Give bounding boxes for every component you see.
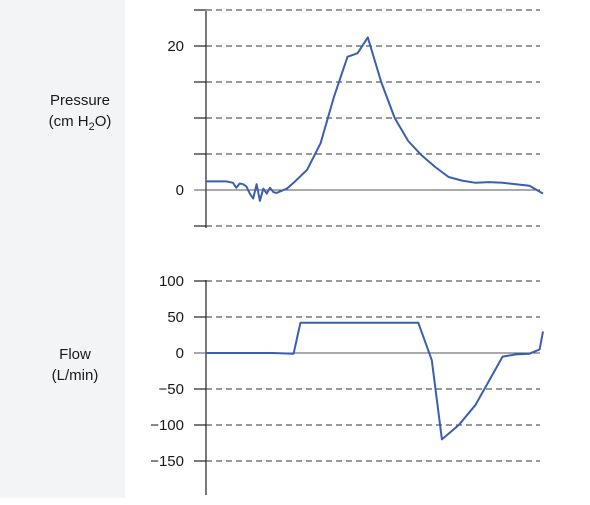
- pressure-unit-pre: (cm H: [48, 113, 89, 130]
- flow-axis-label: Flow (L/min): [25, 344, 125, 386]
- pressure-unit-post: O): [94, 113, 112, 130]
- pressure-tick-label: 20: [167, 38, 184, 55]
- flow-label-line2: (L/min): [51, 367, 99, 384]
- pressure-unit-sub: 2: [88, 121, 95, 133]
- flow-tick-label: 100: [159, 273, 184, 290]
- pressure-tick-label: 0: [176, 182, 184, 199]
- pressure-label-line1: Pressure: [49, 92, 111, 109]
- flow-tick-label: 50: [167, 309, 184, 326]
- pressure-series-line: [206, 36, 544, 202]
- background-panel: [0, 0, 125, 498]
- flow-series-line: [206, 321, 544, 441]
- flow-tick-label: −50: [159, 381, 184, 398]
- pressure-axis-label: Pressure (cm H2O): [30, 90, 130, 138]
- flow-label-line1: Flow: [59, 346, 91, 363]
- flow-tick-label: 0: [176, 345, 184, 362]
- flow-tick-label: −100: [150, 417, 184, 434]
- pressure-label-line2: (cm H2O): [30, 111, 130, 138]
- flow-tick-label: −150: [150, 453, 184, 470]
